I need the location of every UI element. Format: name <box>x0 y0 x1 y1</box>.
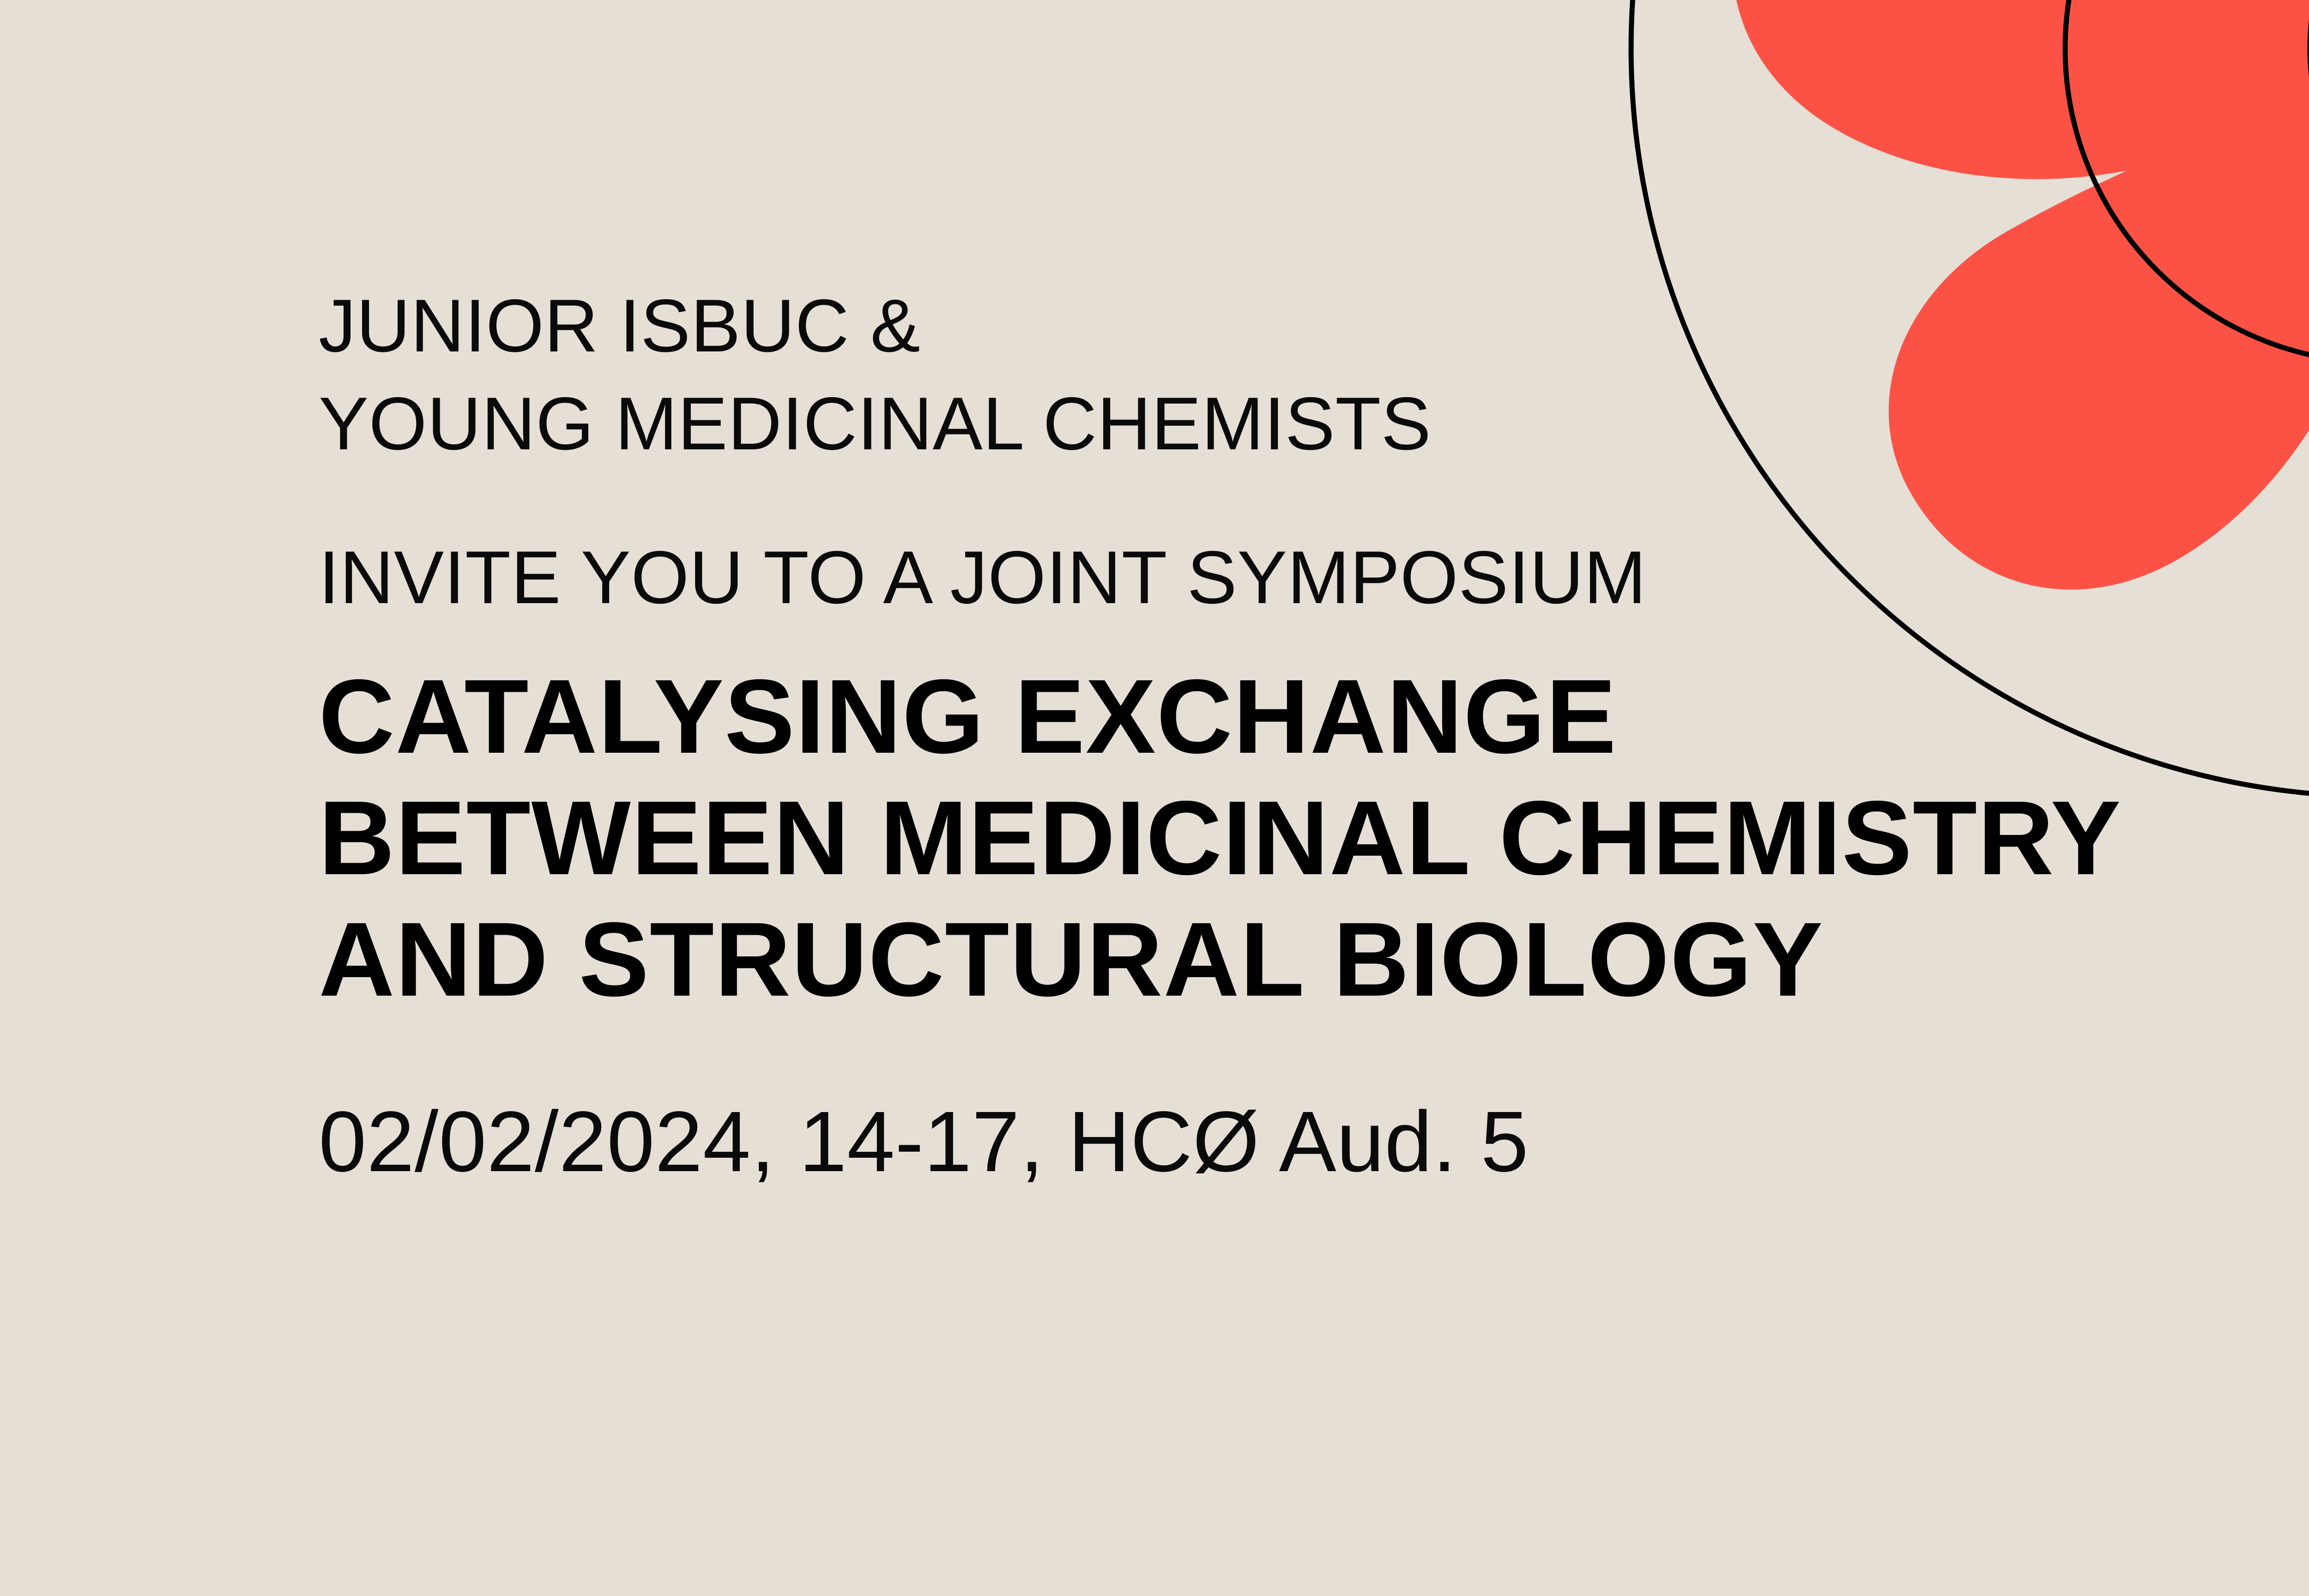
poster-text-block: JUNIOR ISBUC & YOUNG MEDICINAL CHEMISTS … <box>319 277 2309 1193</box>
poster-headline: CATALYSING EXCHANGE BETWEEN MEDICINAL CH… <box>319 658 2122 1019</box>
petal <box>2037 0 2309 30</box>
event-details-line: 02/02/2024, 14-17, HCØ Aud. 5 <box>319 1094 1529 1190</box>
petal <box>2224 0 2309 63</box>
organizers-line: JUNIOR ISBUC & YOUNG MEDICINAL CHEMISTS <box>319 284 1432 466</box>
invitation-line: INVITE YOU TO A JOINT SYMPOSIUM <box>319 536 1647 620</box>
